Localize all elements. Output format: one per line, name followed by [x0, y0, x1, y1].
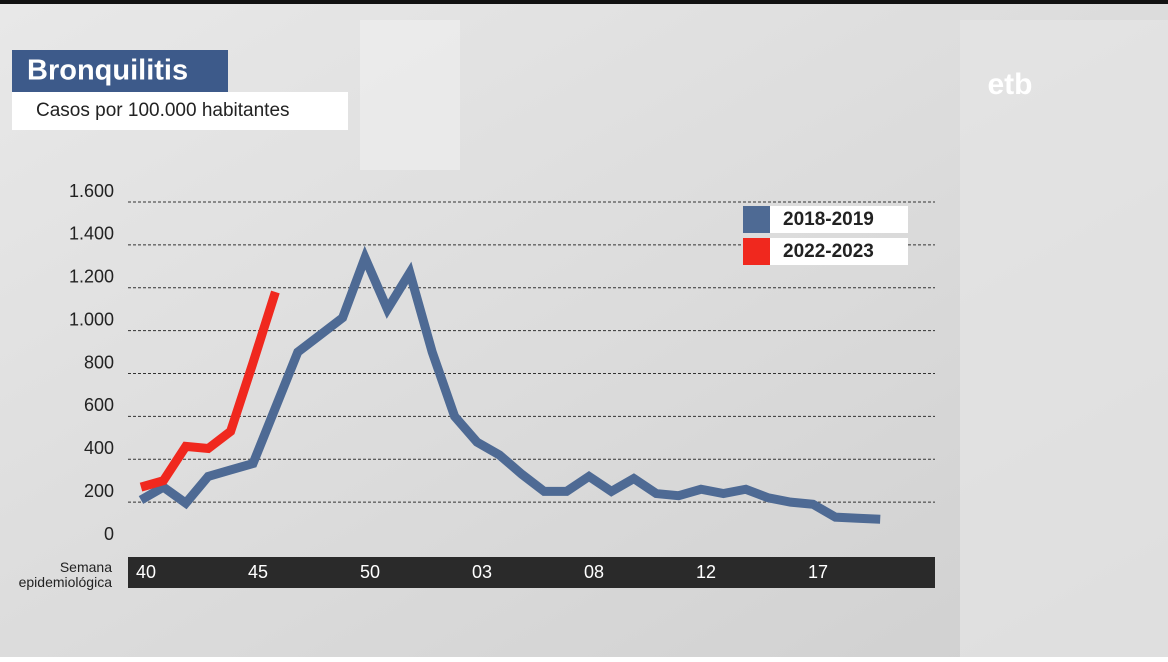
x-axis-label-text: Semana	[60, 559, 112, 575]
x-tick-label: 17	[808, 562, 828, 582]
x-tick-label: 08	[584, 562, 604, 582]
building	[360, 20, 460, 170]
y-tick-label: 1.000	[69, 309, 114, 329]
legend-label-box	[770, 238, 908, 265]
legend-label: 2022-2023	[783, 241, 874, 262]
x-tick-label: 40	[136, 562, 156, 582]
y-tick-label: 1.600	[69, 181, 114, 201]
data-line	[139, 290, 280, 492]
y-tick-label: 0	[104, 524, 114, 544]
x-tick-label: 50	[360, 562, 380, 582]
y-tick-label: 800	[84, 352, 114, 372]
logo: etb	[988, 68, 1033, 101]
building	[960, 20, 1168, 657]
x-axis-label-text: epidemiológica	[19, 574, 113, 590]
y-tick-label: 400	[84, 438, 114, 458]
x-axis-label: Semana epidemiológica	[19, 559, 113, 590]
legend-label: 2018-2019	[783, 209, 874, 230]
legend-label-box	[770, 206, 908, 233]
y-tick-label: 1.200	[69, 267, 114, 287]
data-line	[138, 245, 881, 524]
chart-title: Bronquilitis	[27, 55, 188, 87]
legend-swatch	[743, 238, 770, 265]
chart-subtitle: Casos por 100.000 habitantes	[36, 100, 290, 121]
x-tick-label: 45	[248, 562, 268, 582]
x-tick-label: 12	[696, 562, 716, 582]
y-tick-label: 200	[84, 481, 114, 501]
y-tick-label: 600	[84, 395, 114, 415]
title-box	[12, 50, 228, 92]
subtitle-box	[12, 92, 348, 130]
y-tick-label: 1.400	[69, 224, 114, 244]
top-bar	[0, 0, 1168, 4]
legend-swatch	[743, 206, 770, 233]
x-axis-band	[128, 557, 935, 588]
x-tick-label: 03	[472, 562, 492, 582]
